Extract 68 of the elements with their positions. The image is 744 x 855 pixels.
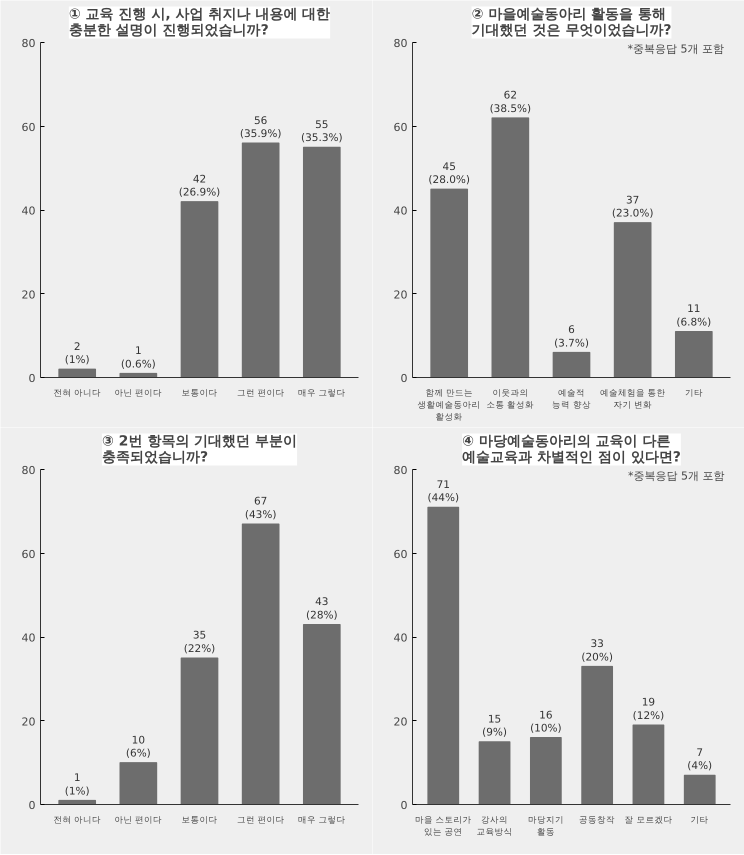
y-tick-label: 60 xyxy=(22,120,36,134)
y-tick-label: 40 xyxy=(22,632,36,644)
y-tick-label: 80 xyxy=(22,37,36,50)
y-tick-label: 40 xyxy=(394,632,408,644)
data-label: 11 (6.8%) xyxy=(676,303,712,328)
x-tick-label: 기타 xyxy=(690,816,709,826)
y-tick-label: 60 xyxy=(394,120,408,134)
data-label: 45 (28.0%) xyxy=(428,160,470,186)
data-label: 55 (35.3%) xyxy=(301,118,343,144)
chart-title: ③ 2번 항목의 기대했던 부분이 충족되었습니까? xyxy=(102,434,298,466)
chart-title: ④ 마당예술동아리의 교육이 다른 예술교육과 차별적인 점이 있다면? xyxy=(462,434,681,466)
y-tick-label: 80 xyxy=(22,464,36,477)
data-label: 6 (3.7%) xyxy=(554,324,589,350)
data-label: 7 (4%) xyxy=(687,746,712,772)
x-tick-label: 그런 편이다 xyxy=(236,816,285,826)
x-tick-label: 잘 모르겠다 xyxy=(624,816,672,826)
x-tick-label: 매우 그렇다 xyxy=(298,816,346,826)
x-tick-label: 마당지기 활동 xyxy=(528,816,564,838)
data-label: 2 (1%) xyxy=(64,340,90,366)
y-tick-label: 80 xyxy=(394,37,408,50)
x-tick-label: 전혀 아니다 xyxy=(53,388,102,398)
data-label: 37 (23.0%) xyxy=(612,194,654,220)
y-tick-label: 20 xyxy=(22,715,36,728)
x-tick-label: 공동창작 xyxy=(579,816,616,826)
x-tick-label: 매우 그렇다 xyxy=(298,388,346,398)
chart-title: ② 마을예술동아리 활동을 통해 기대했던 것은 무엇이었습니까? xyxy=(472,6,672,38)
y-tick-label: 80 xyxy=(394,464,408,477)
y-tick-label: 40 xyxy=(394,204,408,218)
x-tick-label: 예술체험을 통한 자기 변화 xyxy=(600,388,666,410)
data-label: 1 (0.6%) xyxy=(120,345,156,370)
chart-title: ① 교육 진행 시, 사업 취지나 내용에 대한 충분한 설명이 진행되었습니까? xyxy=(68,6,330,38)
x-tick-label: 보통이다 xyxy=(182,388,218,398)
y-tick-label: 20 xyxy=(394,288,408,302)
x-tick-label: 예술적 능력 향상 xyxy=(552,388,591,410)
data-label: 62 (38.5%) xyxy=(490,90,532,115)
x-tick-label: 전혀 아니다 xyxy=(53,816,102,826)
x-tick-label: 아닌 편이다 xyxy=(114,388,162,398)
data-label: 10 (6%) xyxy=(126,734,151,760)
y-tick-label: 0 xyxy=(28,372,36,385)
data-label: 19 (12%) xyxy=(632,696,664,722)
data-label: 33 (20%) xyxy=(581,638,613,664)
x-tick-label: 기타 xyxy=(684,388,703,398)
data-label: 42 (26.9%) xyxy=(178,173,220,199)
data-label: 71 (44%) xyxy=(428,478,460,504)
x-tick-label: 마을 스토리가 있는 공연 xyxy=(414,816,472,838)
data-label: 15 (9%) xyxy=(482,713,507,739)
x-tick-label: 그런 편이다 xyxy=(236,388,285,398)
data-label: 35 (22%) xyxy=(184,630,216,655)
y-tick-label: 60 xyxy=(394,548,408,561)
data-label: 56 (35.9%) xyxy=(240,114,282,140)
data-label: 67 (43%) xyxy=(244,496,276,521)
y-tick-label: 0 xyxy=(400,799,408,812)
data-label: 1 (1%) xyxy=(64,772,90,798)
x-tick-label: 이웃과의 소통 활성화 xyxy=(486,388,534,410)
y-tick-label: 20 xyxy=(22,288,36,302)
y-tick-label: 20 xyxy=(394,715,408,728)
annotation: *중복응답 5개 포함 xyxy=(628,470,724,482)
x-tick-label: 아닌 편이다 xyxy=(114,816,162,826)
data-label: 43 (28%) xyxy=(306,596,338,622)
y-tick-label: 0 xyxy=(400,372,408,385)
annotation: *중복응답 5개 포함 xyxy=(627,42,724,56)
y-tick-label: 40 xyxy=(22,204,36,218)
y-tick-label: 0 xyxy=(28,799,36,812)
data-label: 16 (10%) xyxy=(530,709,562,734)
x-tick-label: 강사의 교육방식 xyxy=(476,816,513,838)
x-tick-label: 함께 만드는 생활예술동아리 활성화 xyxy=(418,388,481,422)
y-tick-label: 60 xyxy=(22,548,36,561)
x-tick-label: 보통이다 xyxy=(182,816,218,826)
